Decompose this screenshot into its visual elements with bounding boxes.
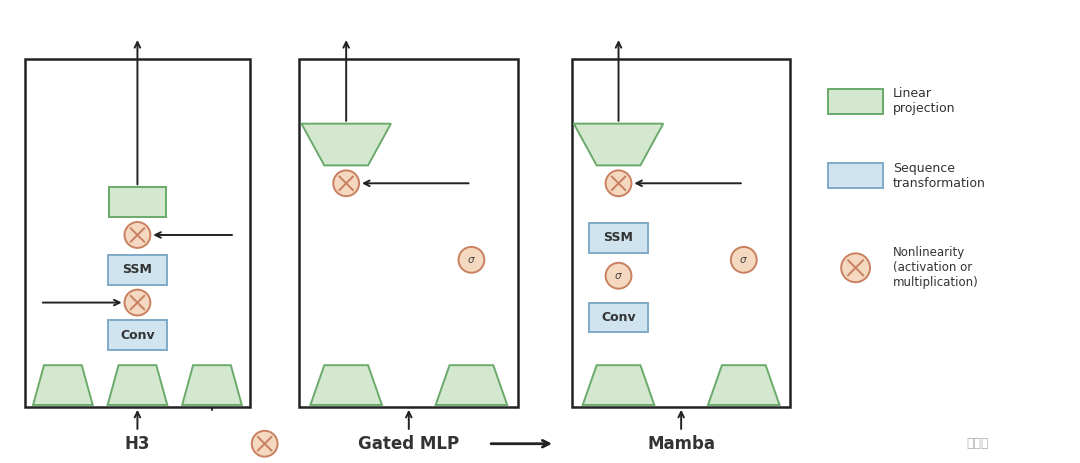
Circle shape <box>124 222 150 248</box>
Circle shape <box>841 253 870 282</box>
Bar <box>108 255 167 285</box>
Circle shape <box>334 170 359 196</box>
Bar <box>828 89 883 114</box>
Circle shape <box>124 290 150 315</box>
Polygon shape <box>183 365 242 405</box>
Bar <box>589 223 648 253</box>
Text: $\sigma$: $\sigma$ <box>615 271 623 281</box>
Polygon shape <box>708 365 780 405</box>
Text: Gated MLP: Gated MLP <box>359 435 459 453</box>
Polygon shape <box>435 365 508 405</box>
Text: $\sigma$: $\sigma$ <box>467 255 476 265</box>
Bar <box>299 59 518 407</box>
Text: Linear
projection: Linear projection <box>893 88 956 115</box>
Circle shape <box>606 263 632 288</box>
Polygon shape <box>583 365 654 405</box>
Text: SSM: SSM <box>122 263 152 276</box>
Text: Mamba: Mamba <box>647 435 715 453</box>
Circle shape <box>731 247 757 273</box>
Polygon shape <box>108 365 167 405</box>
Polygon shape <box>310 365 382 405</box>
Text: H3: H3 <box>124 435 150 453</box>
Bar <box>828 163 883 188</box>
Text: Conv: Conv <box>120 329 154 342</box>
Circle shape <box>606 170 632 196</box>
Bar <box>108 320 167 350</box>
Bar <box>25 59 249 407</box>
Circle shape <box>252 431 278 457</box>
Text: Sequence
transformation: Sequence transformation <box>893 162 986 190</box>
Circle shape <box>459 247 484 273</box>
Bar <box>589 303 648 332</box>
Text: Conv: Conv <box>602 311 636 324</box>
Bar <box>571 59 791 407</box>
Text: $\sigma$: $\sigma$ <box>740 255 748 265</box>
Bar <box>109 187 166 217</box>
Polygon shape <box>301 124 391 165</box>
Text: Nonlinearity
(activation or
multiplication): Nonlinearity (activation or multiplicati… <box>893 246 978 289</box>
Text: SSM: SSM <box>604 232 634 244</box>
Polygon shape <box>573 124 663 165</box>
Text: 量子位: 量子位 <box>967 437 988 450</box>
Polygon shape <box>33 365 93 405</box>
